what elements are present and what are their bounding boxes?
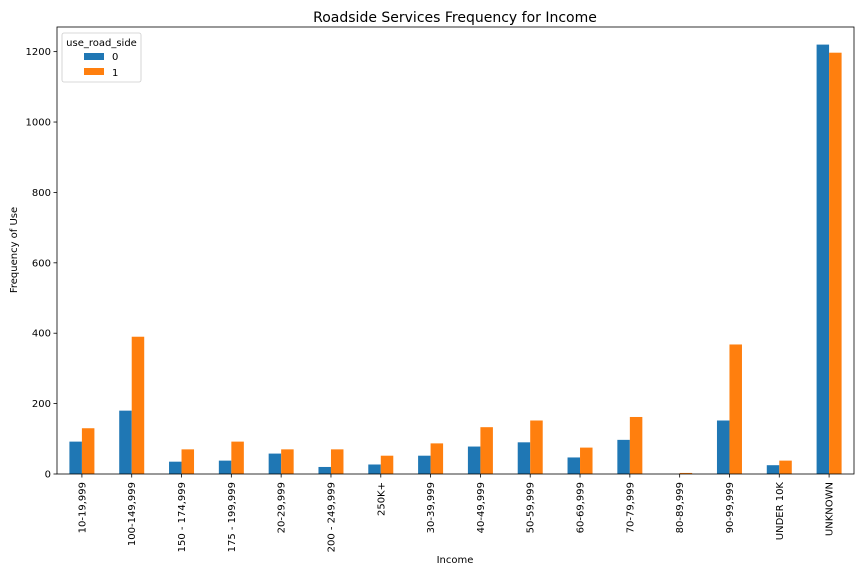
y-tick-label: 200 bbox=[32, 399, 51, 410]
y-tick-label: 800 bbox=[32, 188, 51, 199]
bar-series-1-0 bbox=[81, 428, 95, 474]
bar-series-1-6 bbox=[380, 455, 394, 474]
legend-swatch-series-0 bbox=[84, 53, 104, 60]
bar-series-1-3 bbox=[231, 441, 244, 474]
bar-series-0-7 bbox=[418, 455, 431, 474]
x-tick-label: 30-39,999 bbox=[426, 482, 437, 533]
legend: use_road_side 0 1 bbox=[61, 32, 142, 83]
x-tick-label: 80-89,999 bbox=[675, 482, 686, 533]
bar-series-0-6 bbox=[368, 464, 381, 474]
bar-series-1-14 bbox=[779, 460, 792, 474]
bar-series-1-8 bbox=[480, 427, 493, 474]
bar-series-0-4 bbox=[268, 453, 282, 474]
legend-label-series-1: 1 bbox=[112, 68, 118, 79]
x-tick-label: 100-149,999 bbox=[127, 482, 138, 546]
x-tick-label: 60-69,999 bbox=[576, 482, 587, 533]
x-tick-label: 20-29,999 bbox=[277, 482, 288, 533]
bar-series-0-0 bbox=[69, 441, 82, 474]
x-tick-label: 40-49,999 bbox=[476, 482, 487, 533]
bar-series-1-2 bbox=[181, 449, 195, 474]
x-axis-label: Income bbox=[437, 555, 474, 566]
y-tick-label: 400 bbox=[32, 329, 51, 340]
bar-series-0-1 bbox=[119, 410, 132, 474]
y-tick-label: 1000 bbox=[26, 118, 51, 129]
bar-series-0-11 bbox=[617, 439, 630, 474]
bar-series-1-5 bbox=[330, 449, 344, 474]
y-tick-label: 1200 bbox=[26, 47, 51, 58]
bar-series-1-12 bbox=[679, 472, 693, 474]
bars-group bbox=[69, 44, 842, 475]
x-tick-label: 70-79,999 bbox=[625, 482, 636, 533]
bar-series-1-4 bbox=[281, 449, 294, 474]
x-tick-label: UNDER 10K bbox=[775, 482, 786, 541]
legend-swatch-series-1 bbox=[84, 68, 104, 75]
y-axis-label: Frequency of Use bbox=[9, 207, 20, 293]
bar-series-1-9 bbox=[530, 420, 543, 474]
x-tick-label: 250K+ bbox=[376, 482, 387, 516]
bar-series-1-10 bbox=[580, 447, 593, 474]
bar-series-0-3 bbox=[218, 460, 232, 474]
x-tick-label: 200 - 249,999 bbox=[326, 482, 337, 552]
bar-series-0-10 bbox=[567, 457, 581, 474]
x-tick-label: 175 - 199,999 bbox=[227, 482, 238, 552]
y-tick-label: 600 bbox=[32, 258, 51, 269]
bar-series-0-14 bbox=[766, 465, 780, 474]
bar-series-0-15 bbox=[816, 44, 830, 475]
bar-series-1-7 bbox=[430, 443, 444, 474]
bar-series-0-8 bbox=[467, 446, 481, 474]
bar-series-1-13 bbox=[729, 344, 742, 474]
legend-label-series-0: 0 bbox=[112, 52, 118, 63]
x-tick-label: 10-19,999 bbox=[77, 482, 88, 533]
x-tick-label: 90-99,999 bbox=[725, 482, 736, 533]
y-tick-label: 0 bbox=[45, 470, 51, 481]
legend-title: use_road_side bbox=[66, 38, 137, 49]
bar-series-0-9 bbox=[517, 442, 531, 474]
bar-series-0-2 bbox=[169, 461, 182, 474]
bar-series-1-15 bbox=[829, 52, 842, 475]
bar-series-0-5 bbox=[318, 466, 331, 474]
x-tick-label: UNKNOWN bbox=[825, 482, 836, 536]
bar-series-1-11 bbox=[629, 416, 643, 474]
plot-frame bbox=[56, 26, 855, 475]
bar-series-1-1 bbox=[131, 336, 145, 474]
x-tick-label: 150 - 174,999 bbox=[177, 482, 188, 552]
chart-title: Roadside Services Frequency for Income bbox=[313, 10, 597, 26]
x-tick-label: 50-59,999 bbox=[526, 482, 537, 533]
y-axis: 0 200 400 600 800 1000 1200 bbox=[26, 47, 57, 481]
x-axis: 10-19,999 100-149,999 150 - 174,999 175 - 1… bbox=[77, 474, 836, 552]
bar-series-0-13 bbox=[716, 420, 730, 474]
